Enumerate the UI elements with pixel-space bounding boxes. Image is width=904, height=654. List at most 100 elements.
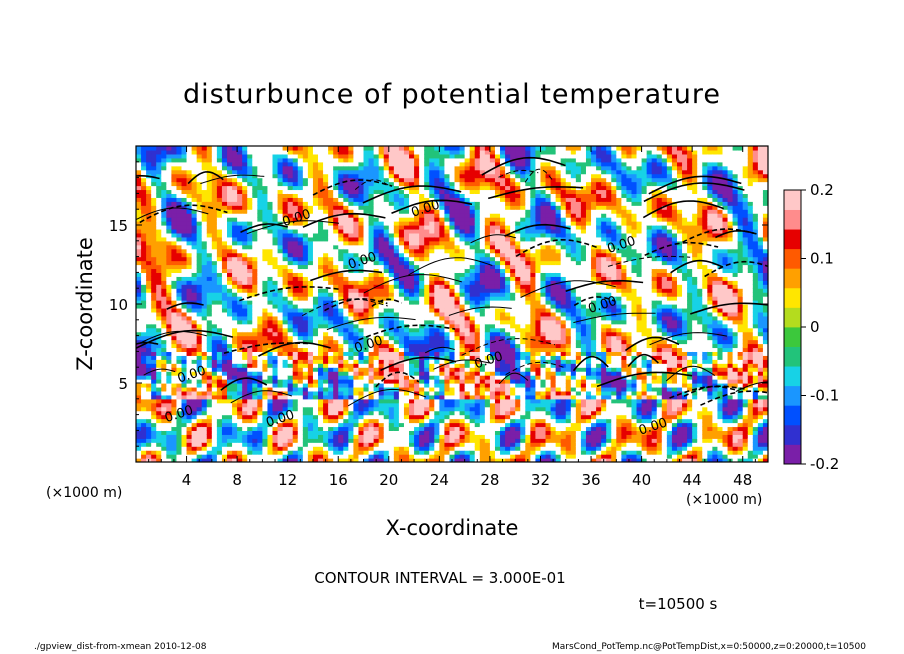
heat-cell (257, 394, 263, 400)
heat-cell (439, 193, 446, 198)
heat-cell (191, 169, 198, 175)
heat-cell (146, 426, 152, 431)
heat-cell (318, 323, 324, 329)
heat-cell (403, 189, 410, 194)
heat-cell (307, 292, 314, 297)
heat-cell (191, 406, 198, 412)
heat-cell (176, 228, 183, 234)
heat-cell (434, 264, 440, 270)
heat-cell (262, 252, 269, 258)
heat-cell (166, 446, 172, 451)
heat-cell (358, 248, 365, 254)
heat-cell (363, 149, 370, 155)
heat-cell (156, 149, 162, 155)
heat-cell (216, 371, 223, 376)
heat-cell (388, 331, 395, 337)
heat-cell (297, 189, 304, 194)
heat-cell (323, 157, 329, 163)
heat-cell (277, 307, 284, 313)
heat-cell (419, 446, 425, 451)
heat-cell (328, 386, 334, 392)
heat-cell (176, 169, 183, 175)
heat-cell (302, 272, 309, 277)
heat-cell (323, 228, 329, 234)
heat-cell (272, 418, 279, 424)
heat-cell (166, 205, 172, 210)
heat-cell (287, 402, 294, 408)
heat-cell (409, 379, 415, 384)
heat-cell (191, 331, 198, 337)
heat-cell (252, 386, 258, 392)
heat-cell (333, 335, 339, 341)
heat-cell (338, 256, 344, 262)
heat-cell (176, 304, 183, 309)
heat-cell (232, 177, 238, 183)
heat-cell (348, 157, 355, 163)
heat-cell (419, 458, 425, 462)
heat-cell (353, 256, 360, 262)
heat-cell (136, 240, 142, 246)
heat-cell (434, 363, 440, 368)
heat-cell (297, 347, 304, 352)
heat-cell (166, 426, 172, 431)
heat-cell (414, 264, 420, 270)
heat-cell (282, 351, 289, 356)
heat-cell (398, 205, 405, 210)
heat-cell (388, 149, 395, 155)
heat-cell (297, 181, 304, 187)
heat-cell (252, 442, 258, 447)
heat-cell (444, 272, 451, 277)
heat-cell (403, 383, 410, 388)
heat-cell (146, 379, 152, 384)
heat-cell (323, 347, 329, 352)
heat-cell (368, 146, 375, 151)
heat-cell (252, 189, 258, 194)
heat-cell (434, 292, 440, 297)
heat-cell (312, 323, 319, 329)
heat-cell (368, 193, 375, 198)
heat-cell (257, 315, 263, 321)
heat-cell (272, 209, 279, 214)
heat-cell (252, 410, 258, 416)
heat-cell (216, 177, 223, 183)
heat-cell (383, 153, 390, 159)
heat-cell (151, 300, 157, 305)
heat-cell (257, 438, 263, 443)
heat-cell (242, 181, 248, 187)
heat-cell (343, 221, 349, 226)
heat-cell (328, 169, 334, 175)
heat-cell (201, 331, 208, 337)
heat-cell (211, 292, 218, 297)
heat-cell (439, 232, 446, 238)
heat-cell (232, 161, 238, 167)
heat-cell (388, 169, 395, 175)
heat-cell (302, 398, 309, 404)
heat-cell (368, 454, 375, 459)
heat-cell (262, 339, 269, 345)
heat-cell (373, 375, 380, 380)
heat-cell (196, 296, 203, 301)
heat-cell (343, 355, 349, 360)
heat-cell (196, 410, 203, 416)
heat-cell (343, 292, 349, 297)
heat-cell (439, 390, 446, 396)
heat-cell (267, 256, 274, 262)
heat-cell (211, 383, 218, 388)
heat-cell (318, 232, 324, 238)
heat-cell (252, 434, 258, 439)
heat-cell (403, 410, 410, 416)
heat-cell (287, 244, 294, 250)
heat-cell (307, 276, 314, 281)
heat-cell (252, 327, 258, 333)
heat-cell (368, 169, 375, 175)
heat-cell (191, 149, 198, 155)
heat-cell (272, 383, 279, 388)
heat-cell (201, 343, 208, 349)
heat-cell (201, 205, 208, 210)
heat-cell (338, 165, 344, 171)
heat-cell (302, 236, 309, 242)
heat-cell (141, 232, 147, 238)
heat-cell (353, 149, 360, 155)
heat-cell (141, 371, 147, 376)
heat-cell (302, 394, 309, 400)
